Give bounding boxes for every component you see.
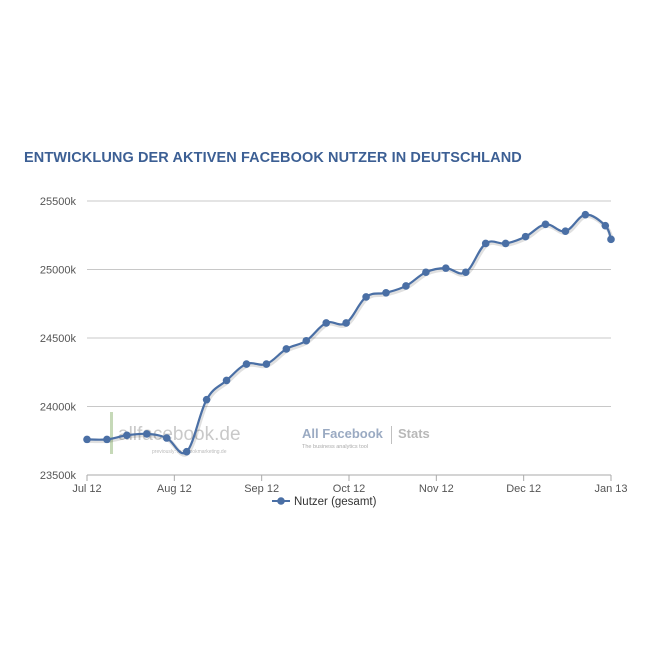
data-point[interactable] [422, 268, 430, 277]
data-point[interactable] [481, 239, 490, 248]
data-point[interactable] [561, 227, 570, 235]
watermark: allfacebook.de previously: facebookmarke… [110, 412, 430, 455]
y-tick-label: 24500k [40, 333, 77, 345]
data-point[interactable] [402, 282, 410, 290]
data-point[interactable] [521, 232, 530, 241]
y-tick-label: 25000k [40, 265, 77, 277]
data-point[interactable] [222, 376, 231, 385]
data-point[interactable] [143, 430, 151, 438]
series-nutzer [83, 210, 615, 457]
series-line-shadow [87, 214, 614, 457]
chart-title: ENTWICKLUNG DER AKTIVEN FACEBOOK NUTZER … [24, 150, 522, 166]
data-point[interactable] [581, 210, 590, 219]
data-point[interactable] [182, 447, 191, 456]
x-axis-labels: Jul 12 Aug 12 Sep 12 Oct 12 Nov 12 Dec 12 Jan … [72, 483, 627, 495]
y-tick-label: 23500k [40, 470, 77, 482]
legend-label: Nutzer (gesamt) [294, 496, 377, 508]
x-tick-label: Oct 12 [333, 483, 365, 495]
data-point[interactable] [103, 435, 111, 444]
data-point[interactable] [322, 319, 331, 327]
data-point[interactable] [601, 221, 610, 230]
y-tick-label: 25500k [40, 196, 77, 208]
data-point[interactable] [282, 345, 291, 353]
watermark-left-logo: allfacebook.de [118, 424, 241, 445]
data-point[interactable] [162, 434, 171, 442]
data-point[interactable] [362, 293, 370, 301]
x-tick-label: Sep 12 [244, 483, 279, 495]
data-point[interactable] [302, 336, 311, 345]
x-axis [86, 474, 612, 481]
data-point[interactable] [607, 235, 615, 244]
watermark-divider [391, 426, 392, 444]
y-axis-labels: 25500k 25000k 24500k 24000k 23500k [40, 196, 77, 482]
data-point[interactable] [541, 220, 550, 229]
x-tick-label: Dec 12 [506, 483, 541, 495]
x-tick-label: Jul 12 [72, 483, 101, 495]
x-tick-label: Jan 13 [594, 483, 627, 495]
watermark-right-sub: The business analytics tool [302, 444, 368, 450]
data-point[interactable] [262, 360, 271, 368]
watermark-right-logo: All Facebook [302, 426, 384, 441]
data-point[interactable] [501, 239, 510, 248]
legend[interactable]: Nutzer (gesamt) [272, 496, 377, 508]
x-tick-label: Aug 12 [157, 483, 192, 495]
series-line [86, 213, 613, 455]
y-tick-label: 24000k [40, 402, 77, 414]
legend-marker [277, 497, 285, 505]
watermark-right-stats: Stats [398, 426, 430, 441]
data-point[interactable] [442, 264, 450, 272]
data-point[interactable] [202, 395, 211, 404]
x-tick-label: Nov 12 [419, 483, 454, 495]
data-point[interactable] [461, 268, 470, 277]
data-point[interactable] [382, 288, 390, 297]
watermark-bar [110, 412, 113, 454]
data-point[interactable] [342, 319, 350, 327]
data-point[interactable] [83, 435, 91, 444]
data-point[interactable] [242, 360, 251, 368]
data-point[interactable] [123, 431, 131, 440]
